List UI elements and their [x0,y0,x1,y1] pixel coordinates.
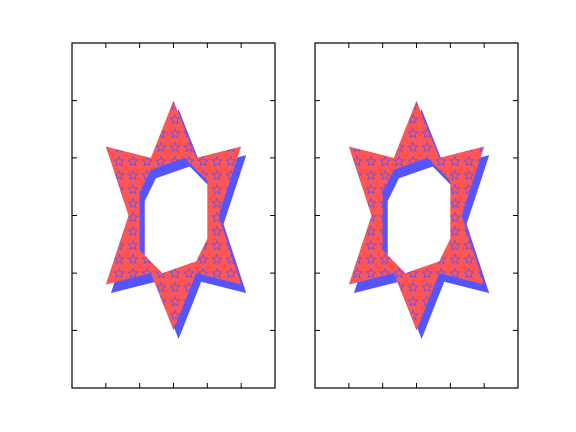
star-shape-fill [105,100,242,331]
subplot-left [71,42,276,389]
subplot-right [314,42,519,389]
star-shape-fill [348,100,485,331]
